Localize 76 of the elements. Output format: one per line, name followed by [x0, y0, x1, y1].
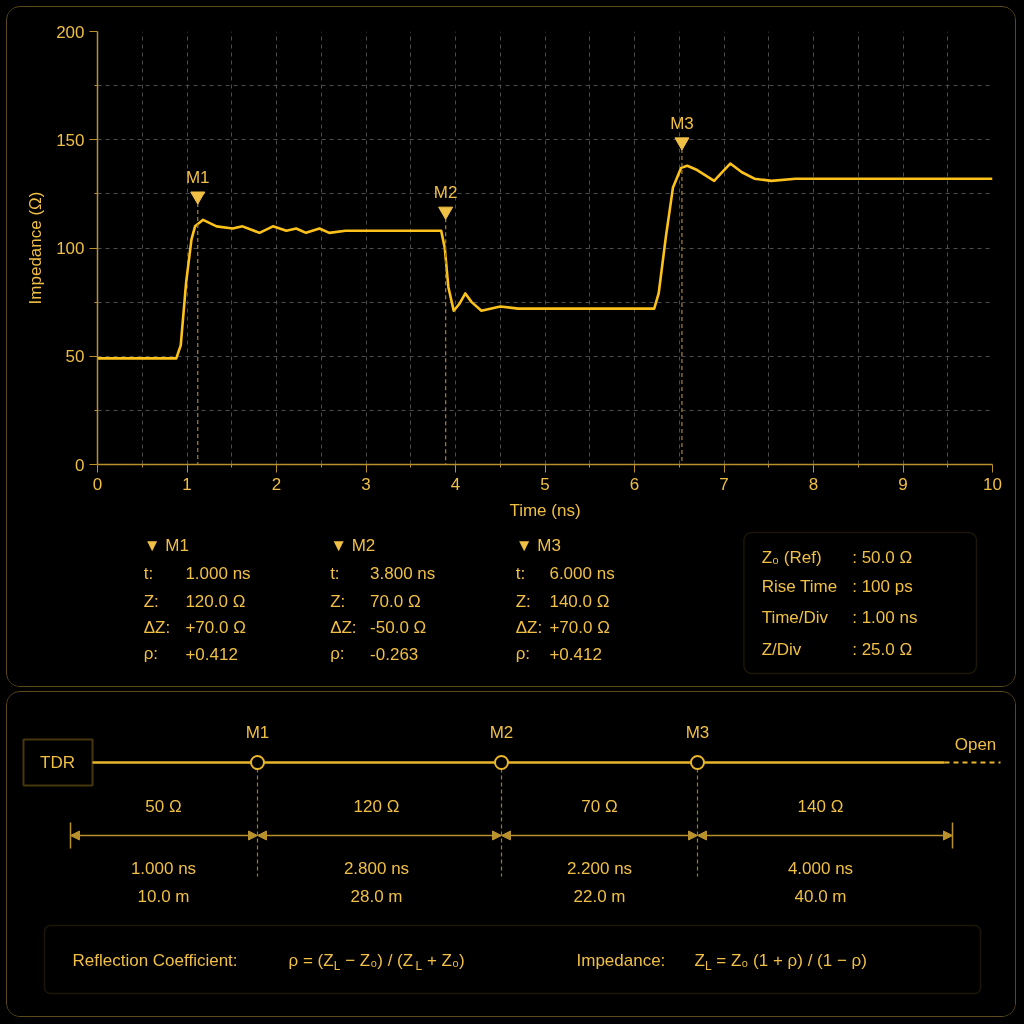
x-tick-label: 7: [719, 474, 729, 494]
text: -0.263: [370, 644, 419, 664]
text: -50.0 Ω: [370, 618, 427, 637]
text: 6.000 ns: [549, 564, 615, 583]
text: 140.0 Ω: [549, 592, 610, 611]
x-tick-label: 2: [271, 474, 282, 494]
text: Z/Div: [761, 640, 802, 659]
x-tick-label: 4: [450, 474, 461, 494]
text: 70 Ω: [581, 797, 618, 816]
x-tick-label: 9: [898, 474, 908, 494]
text: t:: [515, 564, 526, 583]
x-tick-label: 10: [983, 474, 1002, 494]
y-axis-title: Impedance (Ω): [26, 191, 46, 305]
x-tick-label: 3: [361, 474, 371, 494]
text: +70.0 Ω: [185, 618, 246, 637]
y-tick-label: 200: [56, 22, 85, 42]
text: Z₀ (Ref): [761, 548, 822, 567]
annotation: M3: [670, 113, 694, 133]
text: 28.0 m: [350, 887, 403, 906]
y-tick-label: 0: [75, 455, 85, 475]
text: 1.000 ns: [130, 859, 197, 878]
y-tick-label: 50: [65, 347, 85, 367]
text: ▼ M3: [515, 536, 561, 555]
text: : 25.0 Ω: [852, 640, 913, 659]
text: : 1.00 ns: [852, 608, 918, 627]
x-tick-label: 1: [182, 474, 192, 494]
text: ▼ M1: [143, 536, 189, 555]
text: +0.412: [185, 644, 238, 664]
text: t:: [330, 564, 340, 583]
text: 140 Ω: [797, 797, 844, 816]
text: ρ:: [515, 644, 531, 663]
y-tick-label: 100: [56, 239, 85, 258]
text: : 100 ps: [852, 577, 913, 596]
text: ▼ M2: [330, 536, 376, 555]
x-tick-label: 6: [629, 474, 640, 494]
text: Rise Time: [761, 577, 838, 596]
text: 40.0 m: [794, 887, 847, 906]
x-tick-label: 0: [92, 474, 103, 494]
text: 120.0 Ω: [185, 592, 246, 611]
x-axis-title: Time (ns): [509, 500, 581, 520]
text: 10.0 m: [137, 887, 190, 906]
text: 2.800 ns: [343, 859, 410, 878]
text: Z:: [330, 592, 346, 611]
text: 70.0 Ω: [370, 592, 421, 611]
text: M3: [685, 723, 710, 742]
y-tick-label: 150: [56, 130, 85, 150]
text: 120 Ω: [353, 797, 400, 816]
text: Open: [954, 735, 997, 754]
text: 2.200 ns: [566, 859, 633, 878]
text: M1: [245, 723, 270, 742]
text: ΔZ:: [143, 618, 171, 637]
text: 22.0 m: [573, 887, 626, 906]
text: M2: [489, 723, 514, 742]
text: 4.000 ns: [787, 859, 854, 878]
annotation: M2: [433, 183, 458, 203]
text: +0.412: [549, 644, 602, 664]
text: 3.800 ns: [370, 564, 436, 583]
text: Reflection Coefficient:: [72, 951, 238, 970]
annotation: M1: [185, 168, 210, 188]
text: ΔZ:: [515, 618, 543, 637]
text: : 50.0 Ω: [852, 548, 913, 567]
x-tick-label: 8: [808, 474, 819, 494]
text: 1.000 ns: [185, 564, 251, 583]
text: 50 Ω: [145, 797, 182, 816]
text: ρ:: [143, 644, 159, 663]
x-tick-label: 5: [540, 474, 550, 494]
text: Impedance:: [576, 951, 666, 970]
text: Z:: [515, 592, 531, 611]
text: Z:: [143, 592, 159, 611]
text: +70.0 Ω: [549, 618, 610, 637]
text: ρ:: [330, 644, 345, 663]
text: ΔZ:: [330, 618, 357, 637]
text: t:: [143, 564, 154, 583]
text: TDR: [40, 753, 75, 772]
line-series: [97, 162, 993, 360]
text: Time/Div: [761, 608, 829, 627]
